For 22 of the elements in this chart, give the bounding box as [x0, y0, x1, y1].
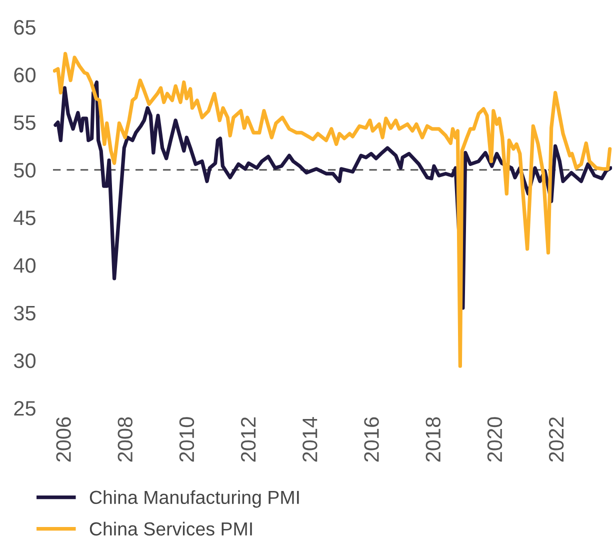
legend-label: China Services PMI: [90, 522, 252, 536]
x-tick-label: 2018: [426, 417, 440, 462]
line-series: [53, 52, 612, 368]
x-tick-label: 2014: [302, 416, 318, 462]
y-tick-label: 65: [14, 20, 36, 35]
y-tick-label: 50: [14, 162, 36, 178]
y-tick-label: 35: [14, 306, 36, 321]
x-tick-label: 2022: [548, 417, 564, 462]
x-tick-label: 2006: [56, 417, 71, 462]
line-series: [54, 80, 612, 310]
x-tick-label: 2010: [179, 417, 194, 462]
legend-label: China Manufacturing PMI: [90, 490, 299, 508]
y-tick-label: 60: [14, 68, 36, 82]
x-tick-label: 2020: [487, 417, 502, 462]
y-tick-label: 40: [14, 258, 36, 273]
y-tick-label: 55: [14, 115, 36, 130]
y-tick-label: 30: [14, 353, 36, 368]
x-tick-label: 2012: [240, 417, 256, 462]
x-tick-label: 2008: [118, 417, 133, 462]
y-tick-label: 45: [14, 210, 36, 226]
y-tick-label: 25: [14, 401, 36, 416]
x-tick-label: 2016: [364, 417, 379, 462]
